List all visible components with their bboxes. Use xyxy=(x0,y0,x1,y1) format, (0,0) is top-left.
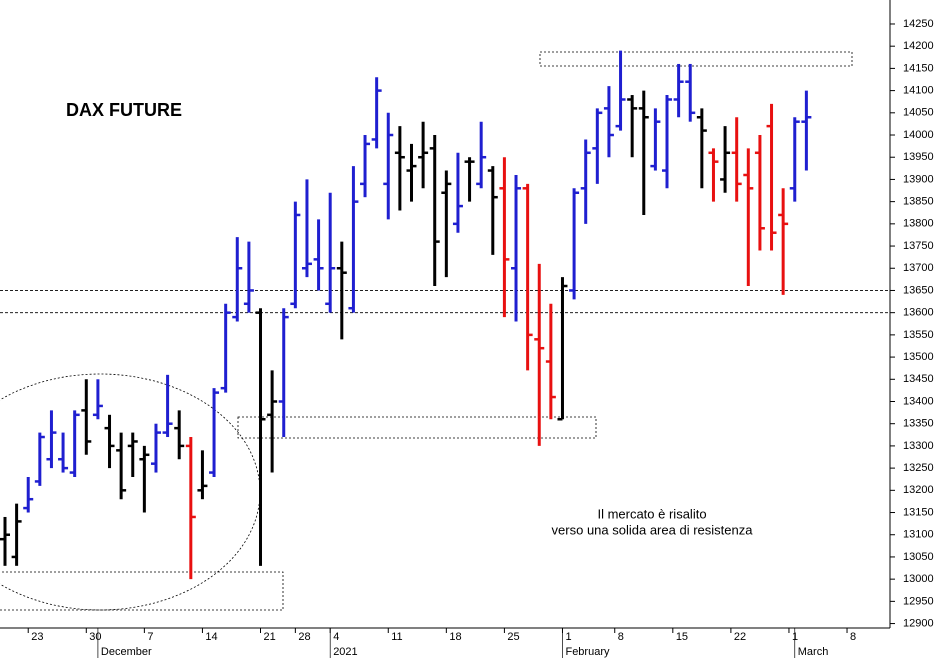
y-tick-label: 13750 xyxy=(903,240,934,252)
y-tick-label: 13650 xyxy=(903,284,934,296)
x-tick-label: 28 xyxy=(298,631,310,643)
y-tick-label: 13250 xyxy=(903,462,934,474)
x-tick-label: 8 xyxy=(618,631,624,643)
y-tick-label: 14200 xyxy=(903,40,934,52)
y-tick-label: 14150 xyxy=(903,62,934,74)
support-box xyxy=(237,416,597,439)
x-tick-label: 22 xyxy=(734,631,746,643)
y-tick-label: 14000 xyxy=(903,129,934,141)
y-tick-label: 13900 xyxy=(903,173,934,185)
y-tick-label: 13150 xyxy=(903,506,934,518)
y-tick-label: 13950 xyxy=(903,151,934,163)
y-tick-label: 13100 xyxy=(903,529,934,541)
x-tick-label: 30 xyxy=(89,631,101,643)
y-tick-label: 13600 xyxy=(903,307,934,319)
x-tick-label: 23 xyxy=(31,631,43,643)
x-tick-label: 7 xyxy=(147,631,153,643)
resistance-box xyxy=(539,51,853,67)
y-tick-label: 13300 xyxy=(903,440,934,452)
y-tick-label: 13700 xyxy=(903,262,934,274)
y-tick-label: 13800 xyxy=(903,218,934,230)
y-tick-label: 13400 xyxy=(903,395,934,407)
month-label: March xyxy=(798,646,829,658)
y-tick-label: 13350 xyxy=(903,418,934,430)
annotation: Il mercato è risalito xyxy=(597,506,706,521)
y-tick-label: 13500 xyxy=(903,351,934,363)
y-tick-label: 13200 xyxy=(903,484,934,496)
y-tick-label: 13550 xyxy=(903,329,934,341)
x-tick-label: 8 xyxy=(850,631,856,643)
x-tick-label: 14 xyxy=(205,631,217,643)
x-tick-label: 1 xyxy=(565,631,571,643)
month-label: December xyxy=(101,646,152,658)
x-tick-label: 11 xyxy=(391,631,402,643)
y-tick-label: 12950 xyxy=(903,595,934,607)
y-tick-label: 14100 xyxy=(903,85,934,97)
chart-title: DAX FUTURE xyxy=(66,100,182,120)
y-tick-label: 13000 xyxy=(903,573,934,585)
y-tick-label: 14050 xyxy=(903,107,934,119)
x-tick-label: 4 xyxy=(333,631,339,643)
x-tick-label: 21 xyxy=(264,631,276,643)
y-tick-label: 13850 xyxy=(903,196,934,208)
y-tick-label: 14250 xyxy=(903,18,934,30)
y-tick-label: 13450 xyxy=(903,373,934,385)
y-tick-label: 12900 xyxy=(903,617,934,629)
x-tick-label: 18 xyxy=(449,631,461,643)
x-tick-label: 15 xyxy=(676,631,688,643)
y-tick-label: 13050 xyxy=(903,551,934,563)
support-box xyxy=(0,571,284,611)
month-label: February xyxy=(565,646,610,658)
x-tick-label: 25 xyxy=(507,631,519,643)
month-label: 2021 xyxy=(333,646,357,658)
annotation: verso una solida area di resistenza xyxy=(552,522,754,537)
